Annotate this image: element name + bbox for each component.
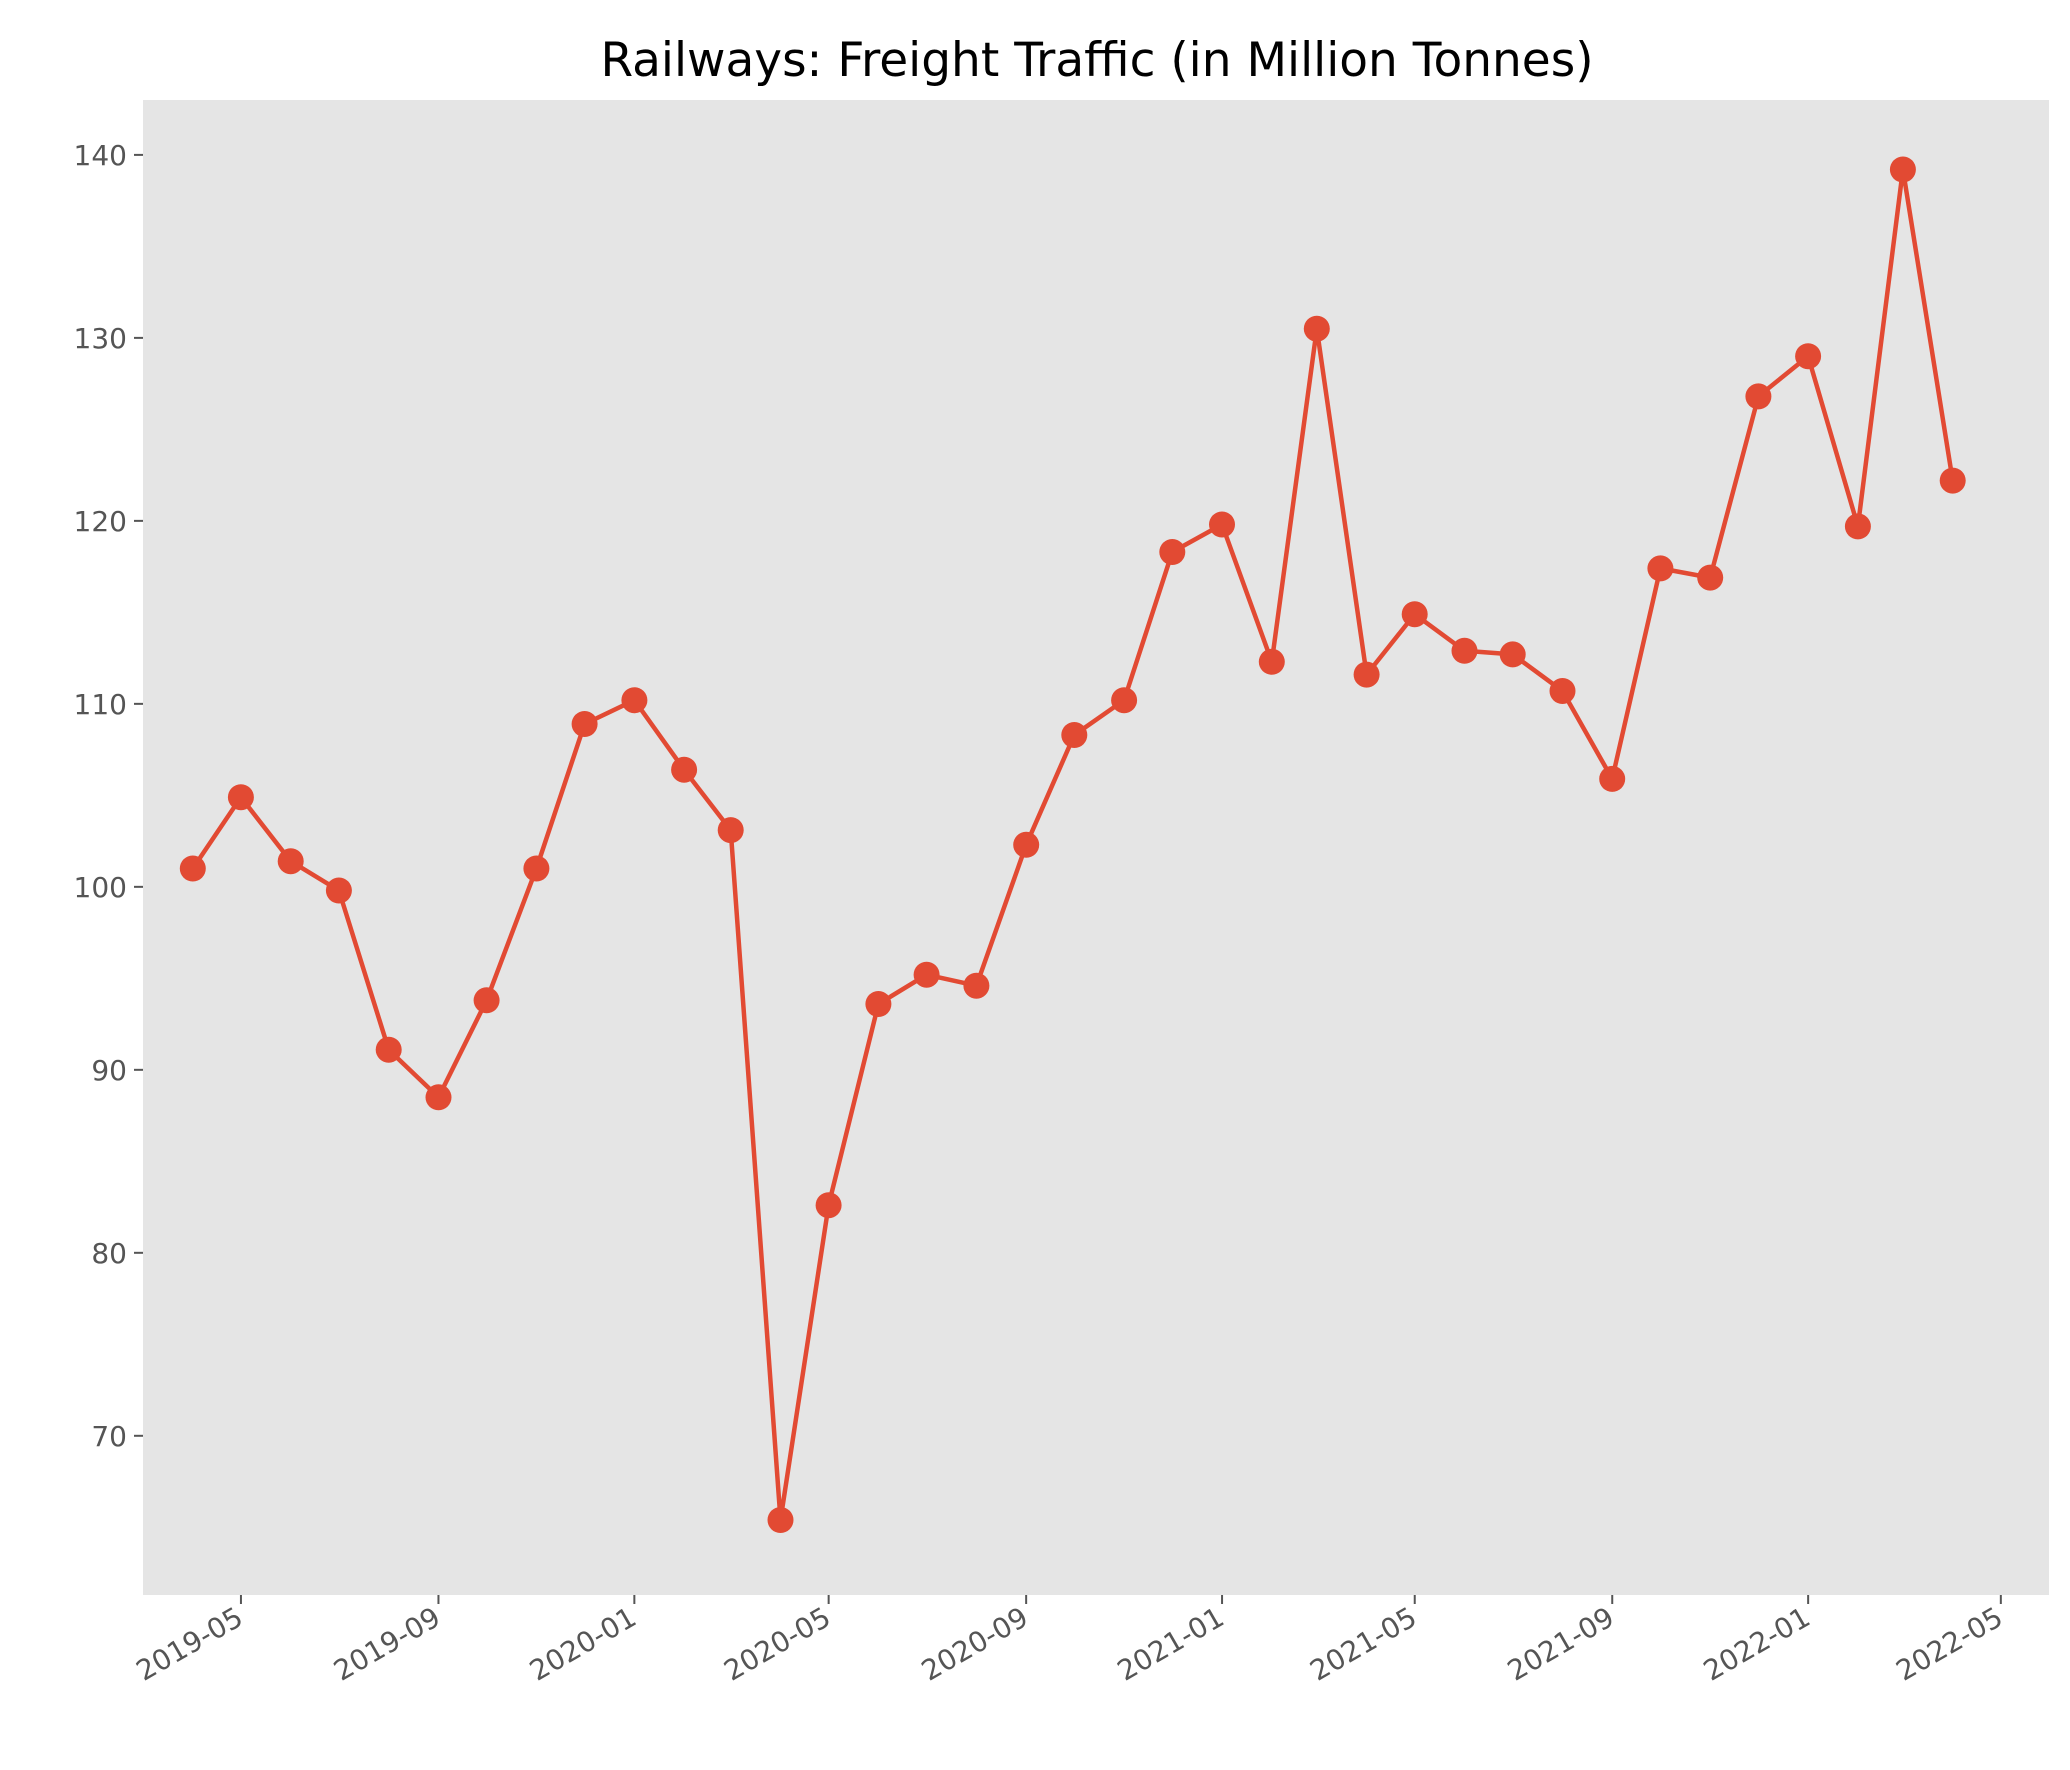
- y-tick-label: 120: [74, 505, 127, 538]
- x-axis: 2019-05 2019-09 2020-01 2020-05 2020-09 2021-…: [131, 1595, 2009, 1688]
- data-point: [1451, 637, 1478, 664]
- data-point: [325, 877, 352, 904]
- data-point: [1499, 641, 1526, 668]
- x-tick-label: 2020-01: [524, 1600, 642, 1687]
- series-layer: [179, 156, 1966, 1533]
- data-point: [227, 784, 254, 811]
- data-point: [1697, 564, 1724, 591]
- data-point: [1258, 648, 1285, 675]
- x-tick-label: 2019-09: [328, 1600, 446, 1687]
- data-point: [1159, 539, 1186, 565]
- x-tick-label: 2021-01: [1112, 1600, 1230, 1687]
- y-tick-label: 80: [91, 1237, 127, 1270]
- data-point: [767, 1507, 794, 1533]
- data-point: [671, 756, 698, 783]
- data-point: [963, 972, 990, 999]
- y-tick-label: 100: [74, 871, 127, 904]
- data-point: [815, 1192, 842, 1219]
- data-point: [571, 711, 598, 737]
- data-point: [375, 1036, 402, 1063]
- data-point: [865, 991, 892, 1017]
- data-point: [1939, 467, 1966, 494]
- data-point: [1209, 511, 1235, 538]
- y-tick-label: 110: [74, 688, 127, 721]
- chart-title: Railways: Freight Traffic (in Million To…: [600, 33, 1593, 88]
- data-point: [473, 987, 500, 1014]
- y-tick-label: 70: [91, 1420, 127, 1453]
- data-point: [1745, 383, 1772, 410]
- x-tick-label: 2020-05: [718, 1600, 836, 1687]
- y-axis: 70 80 90 100 110 120 130 140: [74, 139, 143, 1453]
- data-point: [913, 961, 940, 988]
- x-tick-label: 2022-01: [1698, 1600, 1816, 1687]
- y-tick-label: 140: [74, 139, 127, 172]
- data-point: [425, 1084, 452, 1111]
- x-tick-label: 2020-09: [916, 1600, 1034, 1687]
- data-point: [1549, 678, 1576, 704]
- data-point: [717, 817, 744, 844]
- y-tick-label: 90: [91, 1054, 127, 1087]
- data-point: [1353, 661, 1380, 688]
- data-point: [1889, 156, 1916, 183]
- x-tick-label: 2019-05: [131, 1600, 249, 1687]
- x-tick-label: 2022-05: [1891, 1600, 2009, 1687]
- data-point: [1795, 343, 1822, 370]
- x-tick-label: 2021-09: [1502, 1600, 1620, 1687]
- data-point: [1844, 513, 1871, 540]
- data-point: [1303, 315, 1330, 342]
- plot-area: [143, 100, 2049, 1595]
- data-point: [1647, 555, 1674, 582]
- data-point: [1013, 831, 1040, 858]
- data-point: [523, 855, 550, 882]
- data-point: [1401, 601, 1428, 628]
- data-point: [621, 687, 648, 714]
- data-point: [1599, 765, 1626, 792]
- data-point: [1061, 722, 1088, 748]
- x-tick-label: 2021-05: [1304, 1600, 1422, 1687]
- y-tick-label: 130: [74, 322, 127, 355]
- data-point: [1111, 687, 1138, 714]
- data-point: [179, 855, 206, 882]
- data-point: [277, 848, 304, 875]
